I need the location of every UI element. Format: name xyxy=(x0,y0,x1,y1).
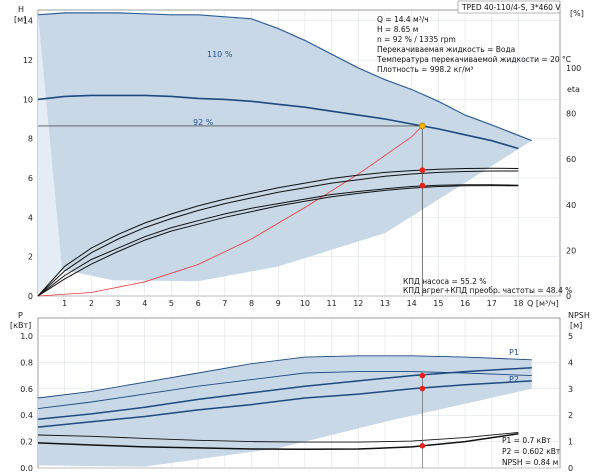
x-tick-label: 18 xyxy=(513,299,523,308)
curve-P1 xyxy=(37,366,532,420)
npsh-tick-label: 2 xyxy=(568,411,573,420)
info-density: Плотность = 998.2 кг/м³ xyxy=(377,65,473,74)
eta-tick-label: 40 xyxy=(566,201,576,210)
x-axis-label: Q [м³/ч] xyxy=(527,299,559,308)
x-tick-label: 9 xyxy=(276,299,281,308)
info-p1: P1 = 0.7 кВт xyxy=(502,436,551,445)
top-operating-envelope xyxy=(38,12,532,282)
info-head: H = 8.65 м xyxy=(377,25,418,34)
x-tick-label: 6 xyxy=(196,299,201,308)
h-tick-label: 4 xyxy=(28,213,33,222)
info-total-eff: КПД агрег+КПД преобр. частоты = 48.4 % xyxy=(403,286,572,295)
y-left-label-top: H xyxy=(18,5,24,14)
info-pump-eff: КПД насоса = 55.2 % xyxy=(403,277,486,286)
curve-label-p2: P2 xyxy=(509,375,519,384)
eta-tick-label: 0 xyxy=(566,292,571,301)
curve-label-p1: P1 xyxy=(509,348,519,357)
x-tick-label: 11 xyxy=(327,299,337,308)
system-curve xyxy=(37,125,423,297)
x-tick-label: 16 xyxy=(460,299,470,308)
y-right-unit-bottom: [м] xyxy=(570,321,582,330)
p-tick-label: 0.6 xyxy=(20,385,33,394)
operating-point xyxy=(419,122,426,130)
eta-tick-label: 60 xyxy=(566,155,576,164)
npsh-tick-label: 0 xyxy=(568,464,573,473)
model-title: TPED 40-110/4-S, 3*460 V xyxy=(461,3,561,12)
efficiency-point xyxy=(419,182,426,189)
h-tick-label: 12 xyxy=(23,56,33,65)
x-tick-label: 1 xyxy=(62,299,67,308)
npsh-tick-label: 3 xyxy=(568,385,573,394)
p-tick-label: 1.0 xyxy=(20,332,33,341)
curve-P2 xyxy=(37,380,532,428)
x-tick-label: 2 xyxy=(89,299,94,308)
curve-NPSH-2 xyxy=(37,431,519,443)
info-p2: P2 = 0.602 кВт xyxy=(502,447,561,456)
x-tick-label: 15 xyxy=(433,299,443,308)
h-tick-label: 10 xyxy=(23,95,33,104)
curve-P2-110- xyxy=(37,371,532,410)
x-tick-label: 7 xyxy=(222,299,227,308)
p-tick-label: 0.2 xyxy=(20,438,33,447)
y-left-unit-bottom: [кВт] xyxy=(10,321,31,330)
power-point xyxy=(419,372,426,379)
x-tick-label: 5 xyxy=(169,299,174,308)
h-tick-label: 8 xyxy=(28,135,33,144)
curve-NPSH xyxy=(37,432,519,451)
curve-eta-total xyxy=(37,184,519,297)
y-right-label-bottom: NPSH xyxy=(568,311,590,320)
power-point xyxy=(419,443,426,449)
info-flow: Q = 14.4 м³/ч xyxy=(377,15,429,24)
model-title-box xyxy=(457,0,561,14)
y-right-label-top: eta xyxy=(567,85,580,94)
info-temperature: Температура перекачиваемой жидкости = 20… xyxy=(376,55,571,64)
y-right-unit-top: [%] xyxy=(570,9,584,18)
p-tick-label: 0.0 xyxy=(20,464,33,473)
curve-eta-total-2 xyxy=(37,185,519,297)
curve-label-110: 110 % xyxy=(207,50,233,59)
top-envelope-left xyxy=(38,14,63,296)
x-tick-label: 13 xyxy=(380,299,390,308)
curve-h-110 xyxy=(37,12,533,142)
y-left-label-bottom: P xyxy=(18,311,23,320)
eta-tick-label: 100 xyxy=(566,64,581,73)
curve-eta-pump-2 xyxy=(37,170,519,297)
x-tick-label: 3 xyxy=(116,299,121,308)
h-tick-label: 0 xyxy=(28,292,33,301)
info-speed: n = 92 % / 1335 rpm xyxy=(377,35,456,44)
x-tick-label: 17 xyxy=(487,299,497,308)
curve-h-92 xyxy=(37,94,519,150)
h-tick-label: 6 xyxy=(28,174,33,183)
p-tick-label: 0.4 xyxy=(20,411,33,420)
x-tick-label: 14 xyxy=(407,299,417,308)
x-tick-label: 10 xyxy=(300,299,310,308)
h-tick-label: 2 xyxy=(28,253,33,262)
x-tick-label: 8 xyxy=(249,299,254,308)
power-point xyxy=(419,385,426,392)
x-tick-label: 4 xyxy=(142,299,147,308)
curve-P1-110- xyxy=(37,355,532,399)
info-npsh: NPSH = 0.84 м xyxy=(502,458,558,467)
h-tick-label: 14 xyxy=(23,17,33,26)
npsh-tick-label: 1 xyxy=(568,438,573,447)
p-tick-label: 0.8 xyxy=(20,358,33,367)
efficiency-point xyxy=(419,167,426,173)
curve-label-92: 92 % xyxy=(193,118,214,127)
npsh-tick-label: 5 xyxy=(568,332,573,341)
eta-tick-label: 80 xyxy=(566,110,576,119)
y-left-unit-top: [м] xyxy=(14,15,26,24)
curve-eta-pump xyxy=(37,167,519,297)
info-liquid: Перекачиваемая жидкость = Вода xyxy=(377,45,515,54)
x-tick-label: 12 xyxy=(353,299,363,308)
npsh-tick-label: 4 xyxy=(568,358,573,367)
eta-tick-label: 20 xyxy=(566,246,576,255)
